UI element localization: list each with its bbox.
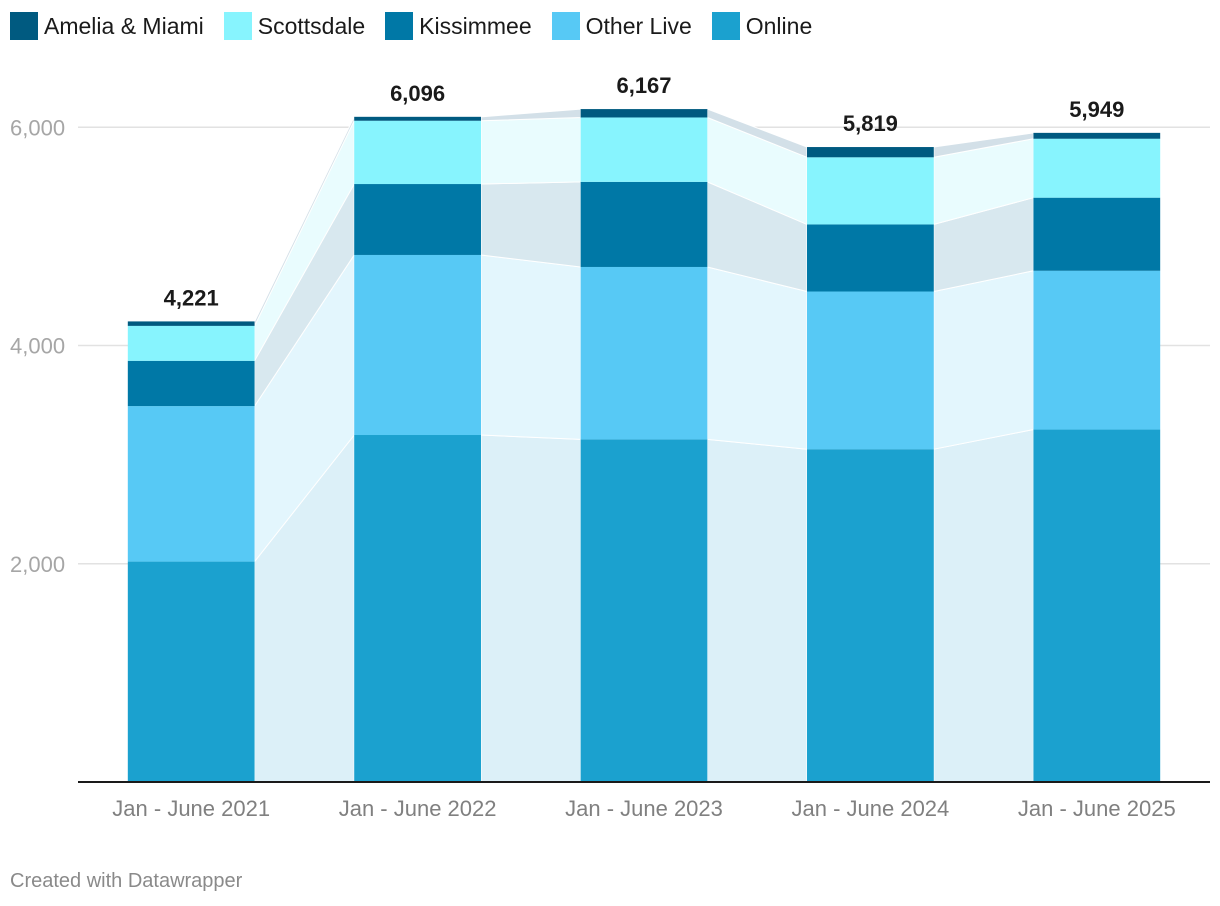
bar-segment-scottsdale [1033,138,1161,198]
legend-item-amelia-and-miami: Amelia & Miami [10,12,204,40]
bar-segment-amelia-and-miami [127,321,255,326]
x-tick-label: Jan - June 2023 [565,796,723,821]
bar-segment-amelia-and-miami [1033,132,1161,139]
stacked-bar-chart: 2,000 4,000 6,000 4,221 Jan - June 2021 6,096… [10,73,1210,821]
connector-band-other-live [480,254,582,440]
total-label: 6,096 [390,81,445,106]
legend-item-online: Online [711,12,813,40]
legend-label: Online [745,12,813,39]
x-tick-label: Jan - June 2024 [792,796,950,821]
datawrapper-credit: Created with Datawrapper [10,870,243,892]
y-tick-label: 4,000 [10,334,65,359]
legend-swatch [385,12,414,40]
y-tick-label: 2,000 [10,552,65,577]
legend-swatch [711,12,740,40]
legend-label: Scottsdale [257,12,366,39]
bar-segment-amelia-and-miami [580,109,708,118]
bar-segment-kissimmee [354,184,481,255]
bar-segment-other-live [807,291,934,450]
connector-band-kissimmee [480,181,582,268]
bar-segment-other-live [580,266,708,440]
connector-band-other-live [706,266,808,450]
total-label: 5,949 [1069,97,1124,122]
bar-segment-scottsdale [354,120,481,185]
bar-segment-scottsdale [127,325,255,361]
legend-label: Other Live [585,12,692,39]
bar-segment-scottsdale [807,157,934,225]
bar-segment-kissimmee [1033,197,1161,271]
bar-segment-kissimmee [580,181,708,267]
bar-segment-kissimmee [807,224,934,292]
bar-segment-scottsdale [580,117,708,182]
connector-band-other-live [933,270,1034,450]
bar-segment-other-live [354,254,481,436]
x-tick-label: Jan - June 2025 [1018,796,1176,821]
bar-segment-amelia-and-miami [807,147,934,158]
y-tick-label: 6,000 [10,115,65,140]
legend-item-kissimmee: Kissimmee [385,12,532,40]
total-label: 4,221 [164,285,219,310]
bar-segment-kissimmee [127,360,255,407]
x-tick-label: Jan - June 2021 [112,796,270,821]
bar-segment-other-live [127,406,255,562]
legend-swatch [551,12,580,40]
legend-label: Amelia & Miami [44,12,204,39]
connector-band-scottsdale [480,116,582,185]
bar-segment-online [807,449,934,782]
legend-swatch [10,12,38,40]
bar-segment-online [1033,429,1161,782]
bar-segment-amelia-and-miami [354,116,481,121]
legend-item-scottsdale: Scottsdale [223,12,366,40]
bar-segment-other-live [1033,270,1161,430]
x-tick-label: Jan - June 2022 [339,796,497,821]
bar-segment-online [127,561,255,782]
legend-swatch [223,12,252,40]
legend-label: Kissimmee [419,12,532,39]
total-label: 5,819 [843,111,898,136]
total-label: 6,167 [616,73,671,98]
legend-item-other-live: Other Live [551,12,692,40]
connector-band-online [480,434,582,783]
connector-band-online [706,438,808,783]
bar-segment-online [580,439,708,782]
bar-segment-online [354,435,481,782]
chart-legend: Amelia & Miami Scottsdale Kissimmee Other L… [10,12,832,40]
connector-band-online [933,428,1034,783]
